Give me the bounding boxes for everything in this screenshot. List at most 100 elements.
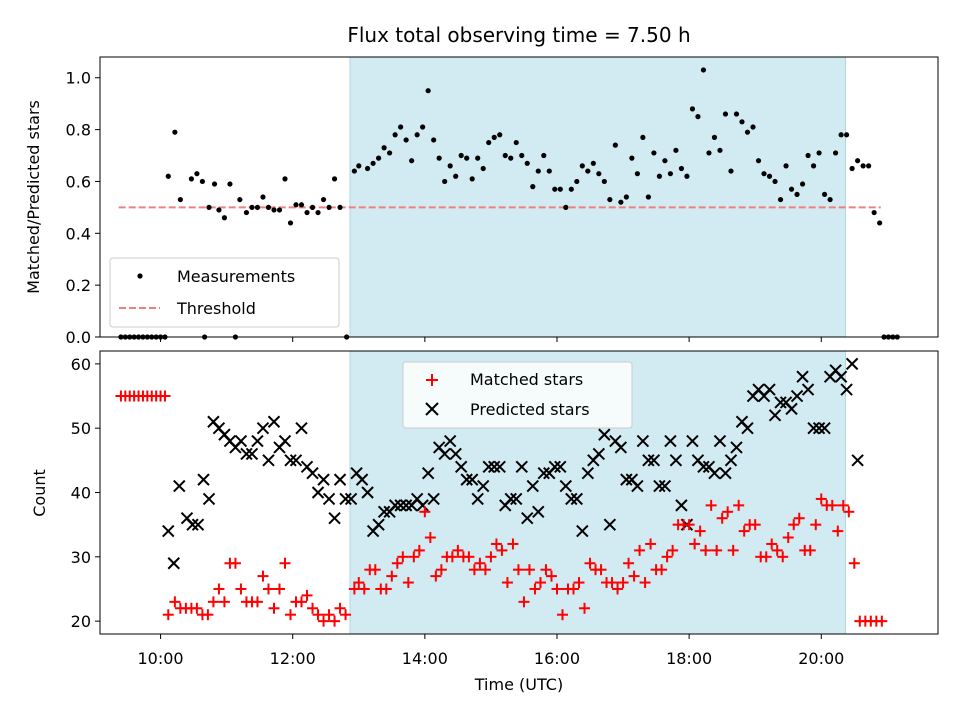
predicted-point xyxy=(515,460,528,473)
matched-point xyxy=(202,609,214,621)
measurement-point xyxy=(623,194,629,200)
x-tick-label: 10:00 xyxy=(138,649,184,668)
matched-point xyxy=(694,525,706,537)
predicted-marker-stroke xyxy=(730,441,743,454)
matched-point xyxy=(162,609,174,621)
matched-point xyxy=(540,564,552,576)
predicted-point xyxy=(471,492,484,506)
matched-point xyxy=(804,544,816,556)
predicted-marker-stroke xyxy=(460,473,473,486)
matched-point xyxy=(435,564,447,576)
predicted-marker-stroke xyxy=(840,383,853,396)
measurement-point xyxy=(453,173,459,179)
predicted-marker-stroke xyxy=(186,518,199,531)
matched-point xyxy=(711,544,723,556)
predicted-marker-stroke xyxy=(471,492,484,506)
predicted-point xyxy=(173,479,186,493)
predicted-marker-stroke xyxy=(609,434,622,448)
legend-measurements-marker xyxy=(137,273,143,279)
matched-point xyxy=(296,596,308,608)
measurement-point xyxy=(381,145,387,151)
predicted-point xyxy=(394,499,407,512)
predicted-marker-stroke xyxy=(515,460,528,473)
measurement-point xyxy=(326,204,332,210)
predicted-marker-stroke xyxy=(768,409,782,422)
measurement-point xyxy=(607,196,613,203)
predicted-point xyxy=(807,421,820,435)
matched-point xyxy=(766,538,778,550)
matched-point xyxy=(749,519,761,531)
measurement-point xyxy=(491,134,497,140)
top-frame xyxy=(99,56,939,338)
predicted-marker-stroke xyxy=(202,492,216,506)
matched-point xyxy=(815,493,827,505)
predicted-marker-stroke xyxy=(686,434,699,448)
predicted-marker-stroke xyxy=(658,479,672,493)
measurement-point xyxy=(711,134,718,140)
measurement-point xyxy=(206,204,212,210)
predicted-point xyxy=(719,466,732,480)
predicted-marker-stroke xyxy=(328,512,341,525)
matched-point xyxy=(235,583,247,595)
predicted-marker-stroke xyxy=(790,389,804,403)
predicted-point xyxy=(438,447,451,461)
measurement-point xyxy=(524,160,530,166)
predicted-marker-stroke xyxy=(559,479,573,493)
matched-point xyxy=(501,577,513,589)
predicted-marker-stroke xyxy=(548,460,561,473)
predicted-point xyxy=(416,499,429,512)
legend-predicted-marker xyxy=(425,402,439,416)
matched-point xyxy=(832,525,844,537)
measurement-point xyxy=(772,178,778,185)
measurement-point xyxy=(612,142,618,148)
predicted-point xyxy=(167,557,180,570)
measurement-point xyxy=(563,204,569,210)
matched-point xyxy=(413,544,425,556)
measurement-point xyxy=(502,152,508,159)
predicted-marker-stroke xyxy=(592,447,606,461)
predicted-point xyxy=(785,402,798,416)
predicted-point xyxy=(186,518,199,531)
measurement-point xyxy=(535,168,541,174)
predicted-marker-stroke xyxy=(488,460,501,473)
matched-point xyxy=(595,564,607,576)
measurement-point xyxy=(260,194,266,200)
predicted-marker-stroke xyxy=(394,499,407,512)
matched-point xyxy=(268,602,280,614)
matched-point xyxy=(705,499,717,511)
matched-point xyxy=(419,506,431,518)
measurement-point xyxy=(662,158,668,164)
predicted-marker-stroke xyxy=(565,492,578,506)
measurement-point xyxy=(271,207,277,213)
predicted-marker-stroke xyxy=(807,421,820,435)
measurement-point xyxy=(276,207,283,213)
matched-point xyxy=(771,544,783,556)
predicted-marker-stroke xyxy=(267,415,281,428)
measurement-point xyxy=(739,119,745,125)
predicted-marker-stroke xyxy=(614,441,628,454)
predicted-point xyxy=(322,492,336,506)
bottom-y-ticks: 20 30 40 50 60 xyxy=(71,355,100,631)
measurement-point xyxy=(755,158,762,164)
predicted-point xyxy=(240,447,253,461)
measurement-point xyxy=(375,155,382,161)
predicted-point xyxy=(289,454,303,467)
measurement-point xyxy=(722,111,729,117)
predicted-marker-stroke xyxy=(207,415,220,428)
predicted-marker-stroke xyxy=(477,479,490,493)
predicted-marker-stroke xyxy=(388,499,402,512)
predicted-point xyxy=(548,460,561,473)
predicted-point xyxy=(295,421,308,435)
predicted-marker-stroke xyxy=(443,434,457,448)
matched-point xyxy=(386,570,398,582)
top-y-ticks: 0.0 0.2 0.4 0.6 0.8 1.0 xyxy=(66,69,100,347)
matched-point xyxy=(452,544,464,556)
matched-point xyxy=(479,564,491,576)
predicted-point xyxy=(554,460,567,473)
predicted-marker-stroke xyxy=(620,473,633,486)
matched-point xyxy=(285,609,297,621)
predicted-point xyxy=(245,447,259,461)
measurement-point xyxy=(249,204,255,210)
predicted-marker-stroke xyxy=(845,357,859,371)
